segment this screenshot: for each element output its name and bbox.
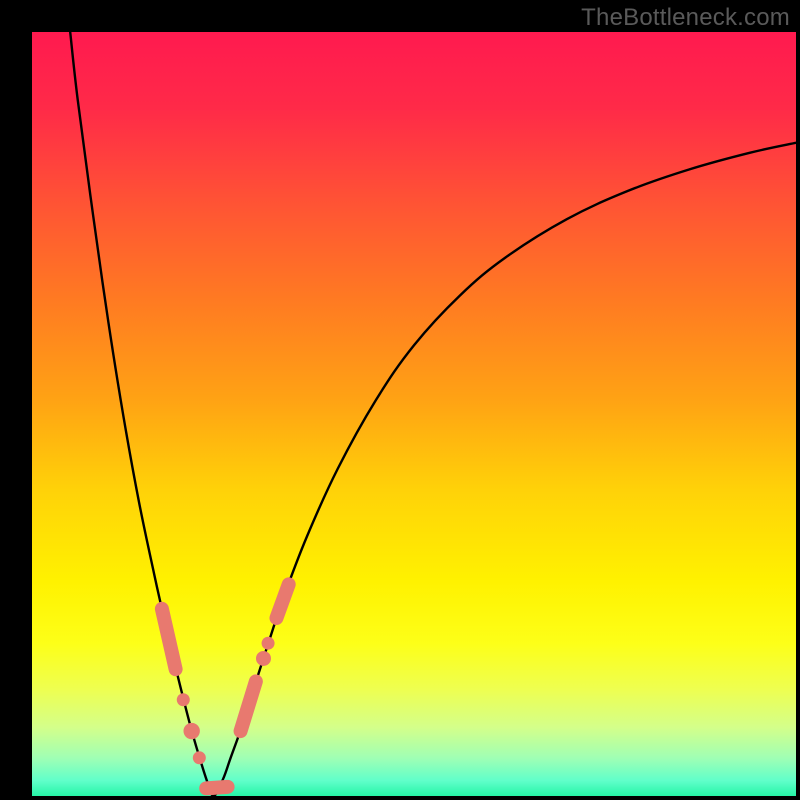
bottleneck-curve (0, 0, 800, 800)
marker-capsule (206, 787, 227, 789)
watermark-text: TheBottleneck.com (581, 4, 790, 32)
marker-dot (256, 651, 271, 666)
marker-dot (262, 637, 275, 650)
marker-dot (183, 723, 199, 739)
marker-dot (193, 751, 206, 764)
marker-dot (177, 693, 190, 706)
gradient-background (32, 32, 796, 796)
chart-container: TheBottleneck.com (0, 0, 800, 800)
